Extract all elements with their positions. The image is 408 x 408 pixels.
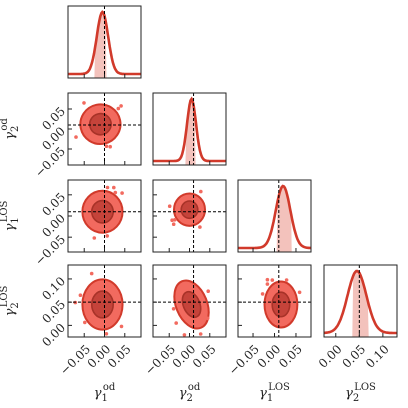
outlier-sample (199, 189, 203, 194)
label-index: 1 (267, 393, 273, 404)
label-index: 2 (353, 393, 359, 404)
panel-2-0 (67, 179, 142, 253)
outlier-sample (112, 185, 116, 190)
x-tick-label: 0.05 (190, 342, 219, 371)
outlier-sample (260, 292, 265, 296)
credible-band-0 (94, 12, 107, 78)
label-tag: od (103, 382, 116, 393)
x-tick-label: 0.00 (316, 342, 345, 371)
label-tag: LOS (268, 382, 290, 393)
panel-2-2 (237, 179, 312, 253)
outlier-sample (104, 332, 109, 336)
label-symbol: γ (94, 386, 102, 401)
panel-0-0 (67, 5, 142, 79)
outlier-sample (265, 282, 270, 286)
outlier-sample (167, 204, 172, 208)
credible-band-3 (352, 271, 369, 337)
outlier-sample (198, 225, 202, 229)
label-symbol: γ (259, 386, 267, 401)
outlier-sample (104, 144, 109, 148)
outlier-sample (198, 332, 203, 336)
outlier-sample (116, 106, 121, 111)
y-tick-label: 0.05 (39, 297, 68, 326)
label-index: 2 (10, 302, 21, 308)
outlier-sample (297, 290, 302, 295)
outlier-sample (105, 185, 110, 190)
label-symbol: γ (179, 386, 187, 401)
x-axis-label-2: γ1LOS (259, 382, 290, 404)
contour-68-3-1 (181, 290, 202, 319)
label-tag: od (188, 382, 201, 393)
label-tag: LOS (354, 382, 376, 393)
outlier-sample (119, 104, 123, 108)
outlier-sample (120, 191, 124, 195)
outlier-sample (206, 289, 210, 294)
contour-68-2-1 (180, 200, 199, 220)
label-tag: LOS (0, 285, 10, 307)
label-tag: od (0, 118, 10, 131)
label-symbol: γ (345, 386, 353, 401)
x-tick-label: 0.05 (105, 342, 134, 371)
x-tick-label: 0.10 (363, 342, 392, 371)
outlier-sample (119, 324, 124, 329)
x-tick-label: 0.05 (339, 342, 368, 371)
outlier-sample (284, 278, 289, 282)
label-symbol: γ (3, 308, 18, 316)
panel-1-0 (67, 92, 142, 166)
label-index: 2 (10, 126, 21, 132)
panel-3-2 (237, 264, 312, 338)
outlier-sample (173, 218, 177, 222)
y-axis-label-2: γ1LOS (0, 200, 21, 231)
label-index: 1 (101, 393, 107, 404)
panel-frame (323, 264, 398, 338)
outlier-sample (83, 320, 87, 325)
contour-68-1-0 (88, 112, 112, 136)
x-axis-label-3: γ2LOS (345, 382, 376, 404)
x-axis-label-1: γ2od (179, 382, 201, 404)
marginal-curve-3 (323, 269, 397, 335)
panel-1-1 (152, 92, 227, 166)
credible-band-1 (185, 99, 196, 165)
outlier-sample (171, 222, 176, 226)
y-axis-label-1: γ2od (0, 118, 21, 140)
label-tag: LOS (0, 200, 10, 222)
panel-3-0 (67, 264, 142, 338)
label-index: 2 (186, 393, 192, 404)
outlier-sample (108, 144, 112, 149)
outlier-sample (171, 307, 176, 311)
outlier-sample (113, 190, 118, 195)
y-tick-label: 0.00 (39, 321, 68, 350)
panel-2-1 (152, 179, 227, 253)
x-tick-label: 0.00 (255, 342, 284, 371)
y-axis-label-3: γ2LOS (0, 285, 21, 316)
outlier-sample (265, 277, 270, 282)
outlier-sample (74, 135, 78, 139)
outlier-sample (182, 333, 187, 337)
outlier-sample (92, 236, 97, 240)
outlier-sample (170, 218, 174, 222)
x-tick-label: 0.05 (276, 342, 305, 371)
label-symbol: γ (3, 132, 18, 140)
contour-68-3-2 (271, 291, 291, 318)
panel-3-3 (323, 264, 398, 338)
outlier-sample (105, 234, 109, 238)
outlier-sample (174, 321, 178, 325)
marginal-curve-1 (153, 96, 226, 163)
panel-3-1 (152, 264, 227, 338)
outlier-sample (270, 278, 275, 282)
marginal-curve-0 (68, 10, 141, 76)
contour-68-3-0 (90, 290, 114, 319)
label-index: 1 (10, 217, 21, 223)
y-tick-label: 0.10 (39, 274, 68, 303)
label-symbol: γ (3, 223, 18, 231)
outlier-sample (82, 101, 86, 105)
outlier-sample (205, 316, 210, 321)
x-axis-label-0: γ1od (94, 382, 116, 404)
marginal-curve-2 (238, 184, 312, 250)
outlier-sample (78, 293, 83, 298)
outlier-sample (89, 271, 94, 276)
